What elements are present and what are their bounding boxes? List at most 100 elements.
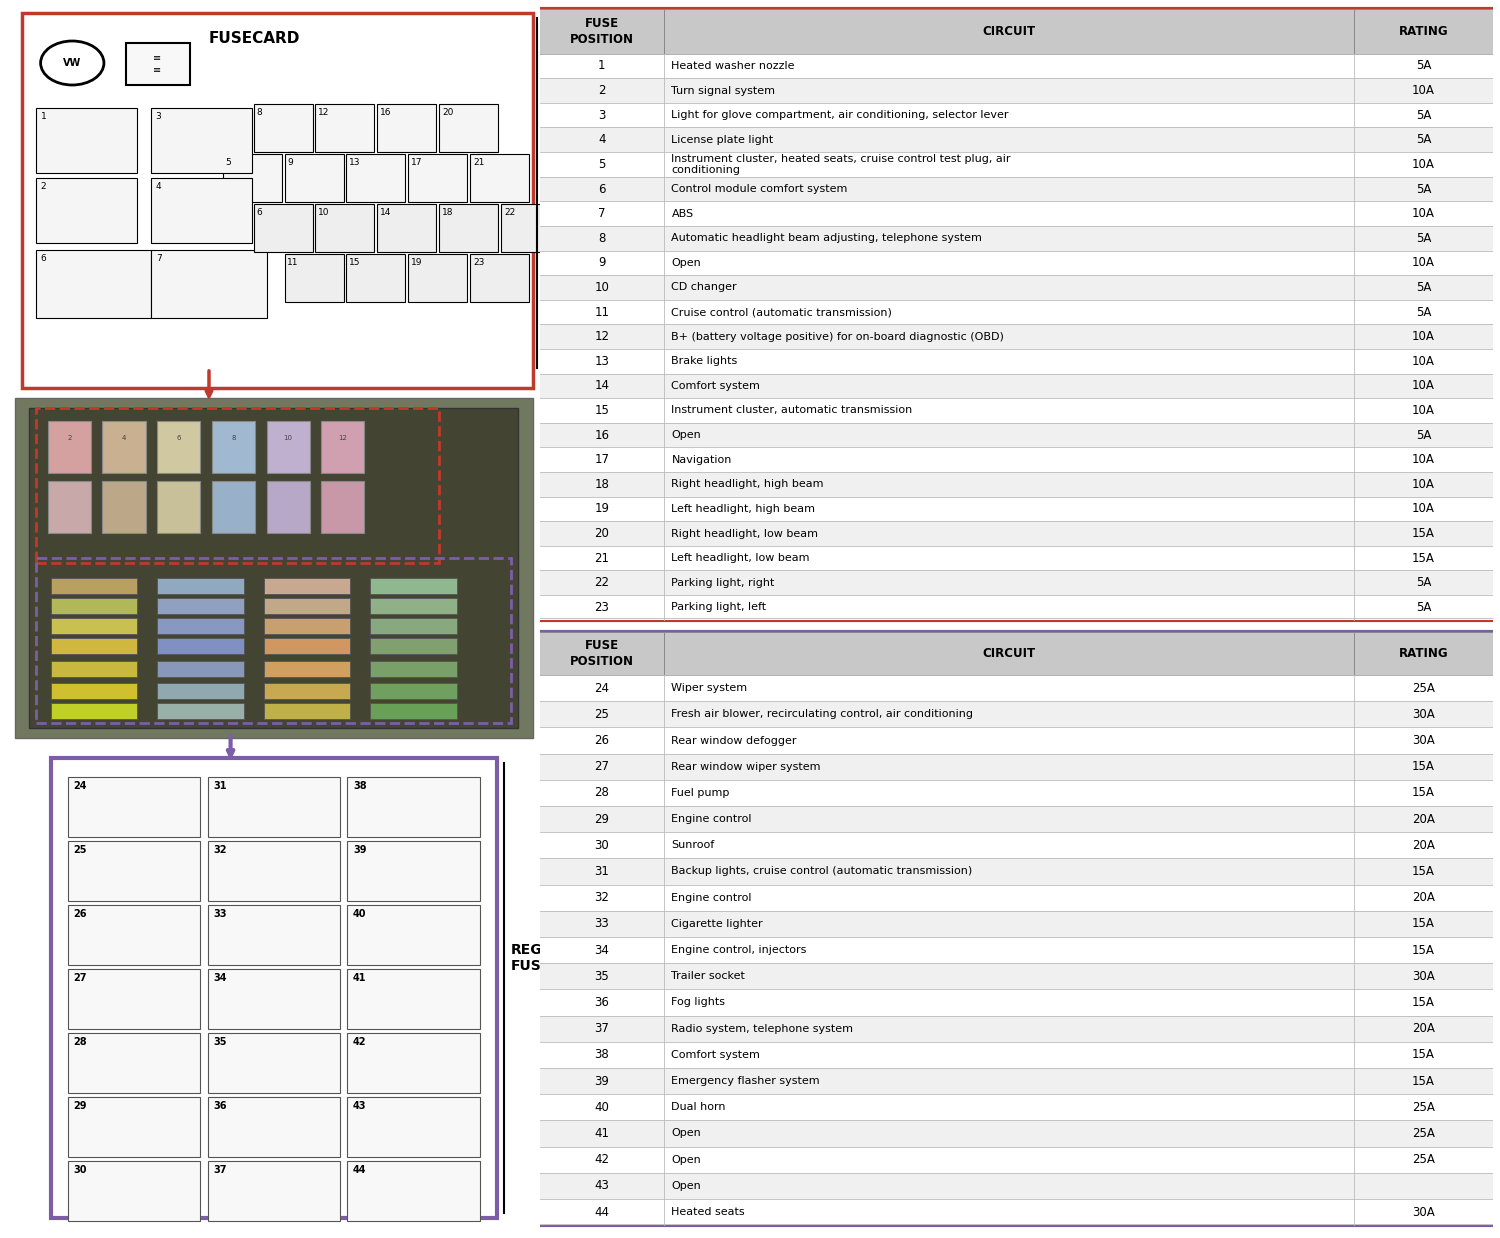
Text: CIRCUIT: CIRCUIT [982, 647, 1035, 660]
Text: 7: 7 [598, 207, 606, 220]
Text: FUSE
POSITION: FUSE POSITION [570, 17, 634, 46]
Text: 10A: 10A [1412, 158, 1436, 171]
Text: 3: 3 [598, 109, 606, 121]
Bar [540, 937, 1492, 963]
Text: 25A: 25A [1412, 1153, 1436, 1166]
Bar [370, 598, 456, 614]
Bar [264, 618, 350, 634]
Text: 21: 21 [472, 158, 484, 167]
Bar [51, 758, 497, 1218]
Bar [51, 661, 136, 677]
Bar [264, 578, 350, 594]
Bar [540, 754, 1492, 780]
Bar [207, 1032, 340, 1093]
Bar [36, 178, 136, 243]
Text: 8: 8 [598, 232, 606, 245]
Text: 5A: 5A [1416, 600, 1431, 614]
Bar [540, 496, 1492, 521]
Bar [321, 421, 364, 473]
Bar [15, 397, 532, 738]
Text: Rear window defogger: Rear window defogger [672, 735, 796, 745]
Text: Fuel pump: Fuel pump [672, 787, 730, 799]
Bar [540, 447, 1492, 472]
Text: 17: 17 [411, 158, 423, 167]
Text: 25A: 25A [1412, 1101, 1436, 1114]
Text: 31: 31 [213, 781, 226, 791]
Text: 25: 25 [594, 708, 609, 721]
Text: 43: 43 [352, 1101, 366, 1110]
Text: Parking light, right: Parking light, right [672, 578, 776, 588]
Text: 35: 35 [594, 969, 609, 983]
Bar [378, 204, 436, 253]
Bar [540, 1068, 1492, 1094]
Bar [126, 43, 190, 85]
Text: Open: Open [672, 258, 700, 267]
Bar [68, 905, 201, 964]
Text: 15A: 15A [1412, 943, 1436, 957]
Text: Light for glove compartment, air conditioning, selector lever: Light for glove compartment, air conditi… [672, 110, 1010, 120]
Bar [540, 103, 1492, 128]
Text: Comfort system: Comfort system [672, 381, 760, 391]
Text: 8: 8 [256, 108, 262, 118]
Text: 20A: 20A [1412, 891, 1436, 904]
Text: CIRCUIT: CIRCUIT [982, 25, 1035, 38]
Bar [158, 638, 243, 654]
Text: 16: 16 [381, 108, 392, 118]
Bar [207, 777, 340, 837]
Text: Control module comfort system: Control module comfort system [672, 184, 847, 194]
Text: 2: 2 [598, 84, 606, 97]
Text: Open: Open [672, 1155, 700, 1165]
Text: 15A: 15A [1412, 760, 1436, 774]
Text: 20: 20 [442, 108, 453, 118]
Text: 30A: 30A [1412, 1206, 1436, 1218]
Text: 8: 8 [231, 435, 236, 441]
Bar [158, 661, 243, 677]
Bar [540, 250, 1492, 275]
Text: 43: 43 [594, 1180, 609, 1192]
Text: 1: 1 [40, 111, 46, 121]
Text: REGULAR
FUSE: REGULAR FUSE [512, 943, 585, 973]
Bar [540, 701, 1492, 728]
Text: 2: 2 [40, 182, 46, 191]
Text: 27: 27 [594, 760, 609, 774]
Text: 5A: 5A [1416, 232, 1431, 245]
Bar [158, 703, 243, 719]
Text: 24: 24 [74, 781, 87, 791]
Text: 38: 38 [594, 1049, 609, 1061]
Bar [68, 1032, 201, 1093]
Bar [540, 1015, 1492, 1041]
Text: FUSECARD: FUSECARD [209, 31, 300, 46]
Text: 15A: 15A [1412, 1049, 1436, 1061]
Bar [68, 1097, 201, 1158]
Text: Cruise control (automatic transmission): Cruise control (automatic transmission) [672, 307, 892, 317]
Text: ≡
≡: ≡ ≡ [153, 53, 160, 74]
Bar [211, 421, 255, 473]
Text: Left headlight, high beam: Left headlight, high beam [672, 504, 816, 514]
Text: 41: 41 [352, 973, 366, 983]
Text: 20: 20 [594, 527, 609, 540]
Text: 37: 37 [594, 1023, 609, 1035]
Bar [68, 841, 201, 901]
Bar [158, 482, 201, 534]
Bar [540, 728, 1492, 754]
Bar [540, 422, 1492, 447]
Bar [540, 911, 1492, 937]
Bar [267, 421, 309, 473]
Bar [346, 969, 480, 1029]
Bar [222, 154, 282, 202]
Text: 25A: 25A [1412, 682, 1436, 695]
Text: 25: 25 [74, 846, 87, 855]
Text: 5A: 5A [1416, 281, 1431, 293]
Bar [158, 598, 243, 614]
Bar [540, 300, 1492, 324]
Text: 30A: 30A [1412, 969, 1436, 983]
Text: 25A: 25A [1412, 1127, 1436, 1140]
Bar [346, 1097, 480, 1158]
Text: Fog lights: Fog lights [672, 998, 726, 1008]
Bar [68, 777, 201, 837]
Text: 10A: 10A [1412, 379, 1436, 392]
Bar [540, 989, 1492, 1015]
Bar [207, 1097, 340, 1158]
Text: 26: 26 [74, 909, 87, 919]
Bar [285, 254, 344, 302]
